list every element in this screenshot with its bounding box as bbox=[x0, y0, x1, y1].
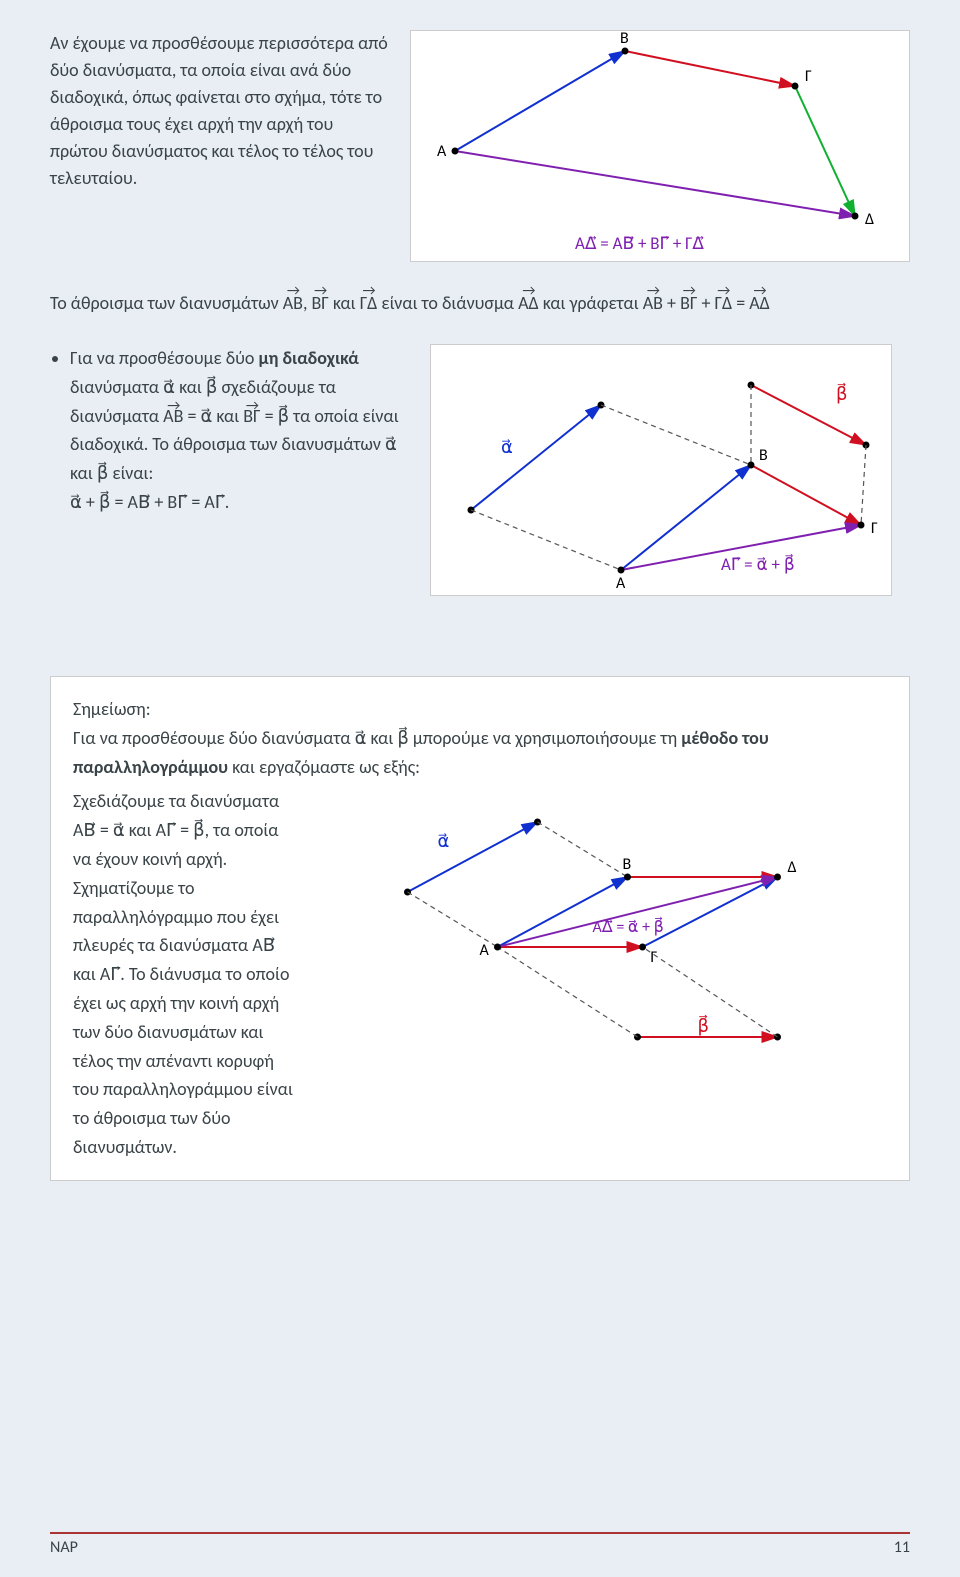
svg-text:Γ: Γ bbox=[871, 519, 878, 538]
figure-3: α⃗ β⃗ Α Β Δ Γ ΑΔ⃗ = α⃗ + β⃗ bbox=[308, 787, 887, 1057]
note-title: Σημείωση: bbox=[73, 695, 887, 724]
svg-text:Γ: Γ bbox=[651, 948, 658, 967]
svg-text:Α: Α bbox=[616, 574, 626, 593]
svg-text:Β: Β bbox=[620, 30, 629, 48]
svg-text:ΑΔ⃗ = ΑΒ⃗ + ΒΓ⃗ + ΓΔ⃗: ΑΔ⃗ = ΑΒ⃗ + ΒΓ⃗ + ΓΔ⃗ bbox=[575, 233, 704, 254]
page-footer: ΝΑΡ 11 bbox=[50, 1532, 910, 1557]
footer-left: ΝΑΡ bbox=[50, 1538, 78, 1557]
sum-statement: Το άθροισμα των διανυσμάτων ΑΒ, ΒΓ και Γ… bbox=[50, 292, 910, 314]
svg-text:Β: Β bbox=[623, 855, 632, 874]
footer-page-number: 11 bbox=[894, 1538, 910, 1557]
paragraph-1: Αν έχουμε να προσθέσουμε περισσότερα από… bbox=[50, 30, 390, 262]
svg-text:ΑΔ⃗ = α⃗ + β⃗: ΑΔ⃗ = α⃗ + β⃗ bbox=[593, 916, 664, 937]
svg-text:Α: Α bbox=[480, 941, 490, 960]
section-2: Για να προσθέσουμε δύο μη διαδοχικά διαν… bbox=[50, 344, 910, 596]
svg-text:α⃗: α⃗ bbox=[501, 436, 513, 458]
svg-text:Δ: Δ bbox=[788, 858, 797, 877]
svg-text:ΑΓ⃗ = α⃗ + β⃗: ΑΓ⃗ = α⃗ + β⃗ bbox=[721, 554, 795, 575]
svg-text:Α: Α bbox=[437, 142, 447, 161]
page: Αν έχουμε να προσθέσουμε περισσότερα από… bbox=[0, 0, 960, 1577]
svg-text:Γ: Γ bbox=[805, 67, 812, 86]
svg-text:β⃗: β⃗ bbox=[698, 1015, 710, 1037]
bullet-item: Για να προσθέσουμε δύο μη διαδοχικά διαν… bbox=[70, 344, 410, 517]
figure-1: Α Β Γ Δ ΑΔ⃗ = ΑΒ⃗ + ΒΓ⃗ + ΓΔ⃗ bbox=[410, 30, 910, 262]
note-paragraph-2: Σχεδιάζουμε τα διανύσματα ΑΒ⃗ = α⃗ και Α… bbox=[73, 787, 293, 1161]
note-box: Σημείωση: Για να προσθέσουμε δύο διανύσμ… bbox=[50, 676, 910, 1181]
svg-text:β⃗: β⃗ bbox=[836, 383, 848, 405]
figure-2: α⃗ β⃗ Α Β Γ ΑΓ⃗ = α⃗ + β⃗ bbox=[430, 344, 892, 596]
svg-text:Δ: Δ bbox=[865, 210, 874, 229]
section-1: Αν έχουμε να προσθέσουμε περισσότερα από… bbox=[50, 30, 910, 262]
svg-text:α⃗: α⃗ bbox=[438, 830, 450, 852]
svg-text:Β: Β bbox=[759, 446, 768, 465]
